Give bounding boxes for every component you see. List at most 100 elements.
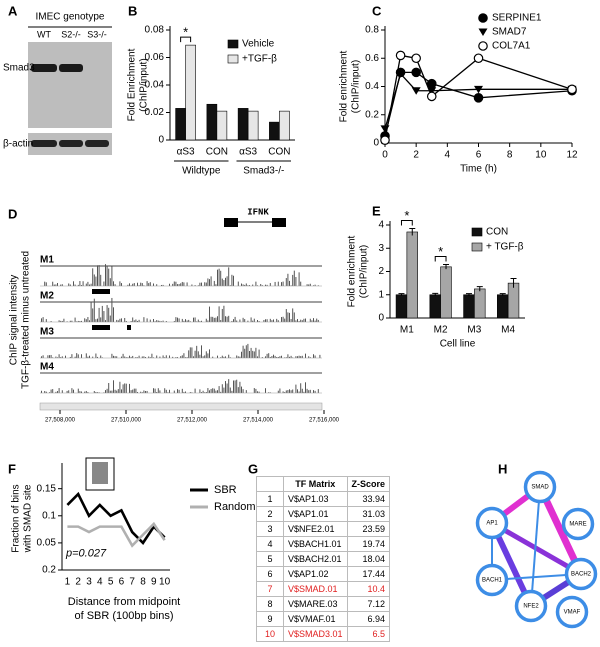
track-signal: [153, 318, 154, 322]
track-signal: [313, 318, 314, 322]
table-cell: 3: [256, 521, 284, 537]
bar: [507, 282, 520, 319]
track-signal: [68, 390, 70, 393]
x-axis-label: Cell line: [440, 339, 476, 350]
track-signal: [156, 320, 158, 322]
track-signal: [239, 356, 241, 358]
track-signal: [228, 315, 230, 322]
gene-exon: [224, 218, 238, 227]
y-axis-label: Fold Enrichment: [127, 48, 138, 121]
coordinate-label: 27,512,000: [177, 418, 208, 424]
track-signal: [137, 320, 138, 322]
marker: [411, 53, 421, 64]
track-signal: [44, 281, 46, 286]
track-signal: [169, 355, 170, 358]
track-signal: [156, 355, 158, 358]
track-signal: [164, 388, 166, 393]
x-tick-label: 6: [119, 577, 125, 588]
track-signal: [157, 388, 159, 393]
track-signal: [247, 343, 249, 358]
network-edge: [490, 520, 583, 577]
bar: [206, 103, 218, 141]
track-signal: [265, 388, 266, 393]
track-signal: [119, 318, 121, 322]
track-signal: [257, 319, 258, 322]
track-signal: [127, 284, 129, 286]
track-signal: [113, 281, 114, 286]
track-signal: [92, 356, 94, 358]
track-signal: [309, 389, 311, 393]
track-signal: [146, 281, 148, 286]
track-signal: [271, 356, 273, 358]
track-signal: [89, 320, 90, 322]
legend-label: COL7A1: [492, 41, 531, 52]
bar: [269, 121, 280, 141]
track-signal: [207, 320, 209, 322]
track-signal: [143, 356, 145, 358]
track-signal: [257, 356, 258, 358]
track-signal: [253, 351, 255, 358]
track-signal: [319, 354, 321, 358]
track-signal: [290, 390, 292, 393]
track-signal: [116, 319, 118, 322]
track-signal: [85, 283, 87, 286]
track-signal: [223, 280, 225, 286]
track-signal: [169, 283, 170, 286]
track-signal: [209, 279, 210, 286]
y-axis-label: TGF-β-treated minus untreated: [21, 251, 32, 389]
track-signal: [71, 320, 73, 322]
bar: [175, 108, 186, 141]
track-signal: [306, 284, 308, 286]
table-row: 1 V$AP1.03 33.94: [256, 491, 391, 507]
track-signal: [50, 354, 52, 358]
track-signal: [298, 321, 300, 322]
track-signal: [317, 285, 319, 286]
track-signal: [292, 308, 294, 322]
track-signal: [268, 392, 270, 393]
network-node: [561, 507, 595, 541]
table-cell: 18.04: [346, 551, 391, 567]
track-signal: [313, 390, 314, 393]
track-signal: [289, 356, 290, 358]
track-signal: [258, 391, 260, 393]
table-cell: 8: [256, 596, 284, 612]
track-signal: [284, 357, 286, 358]
track-signal: [217, 269, 218, 286]
track-signal: [242, 389, 244, 393]
track-signal: [162, 284, 164, 286]
track-signal: [205, 318, 207, 322]
track-signal: [143, 317, 145, 322]
track-signal: [53, 284, 55, 286]
x-tick-label: M2: [434, 325, 448, 336]
node-label: NFE2: [523, 604, 539, 610]
table-cell: 4: [256, 536, 284, 552]
track-signal: [133, 388, 135, 393]
track-signal: [49, 355, 50, 358]
track-signal: [50, 389, 52, 393]
track-signal: [148, 356, 150, 358]
track-signal: [154, 321, 156, 322]
marker: [380, 135, 390, 145]
track-signal: [189, 392, 191, 393]
x-tick-label: αS3: [239, 147, 257, 158]
legend-swatch: [227, 54, 239, 64]
table-cell: 6: [256, 566, 284, 582]
track-signal: [185, 319, 186, 322]
marker: [411, 87, 421, 95]
track-signal: [164, 357, 166, 358]
track-signal: [106, 388, 108, 393]
track-signal: [212, 316, 214, 322]
track-signal: [58, 388, 60, 393]
track-signal: [293, 270, 295, 286]
track-signal: [252, 284, 254, 286]
track-signal: [210, 316, 212, 322]
series-line: [384, 72, 572, 130]
track-signal: [95, 391, 97, 393]
track-signal: [255, 347, 257, 358]
legend-swatch: [471, 227, 483, 237]
track-signal: [309, 318, 311, 322]
track-signal: [285, 357, 287, 358]
y-tick-label: 0.2: [365, 109, 379, 120]
track-signal: [108, 307, 110, 322]
network-node: [475, 563, 509, 597]
